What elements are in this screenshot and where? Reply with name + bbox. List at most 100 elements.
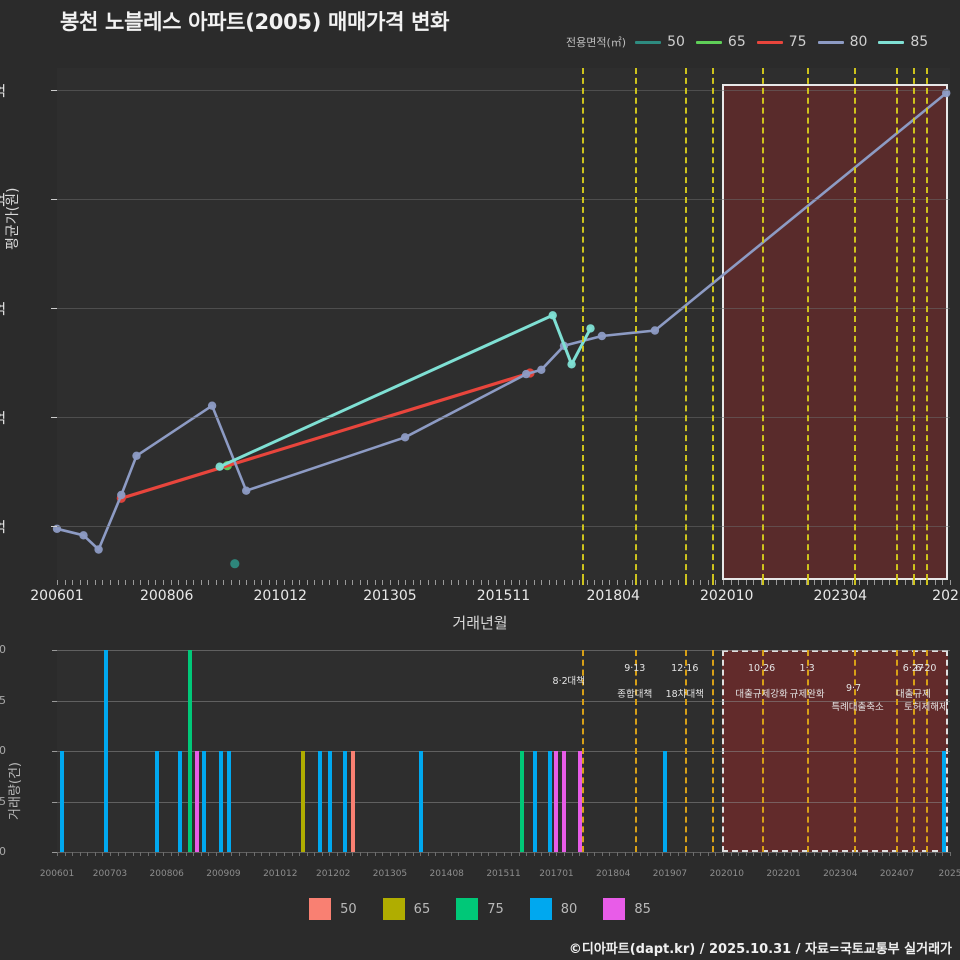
x-minor-tick	[352, 580, 354, 585]
x-tick-label: 201804	[586, 588, 640, 604]
price-point-80[interactable]	[537, 365, 546, 374]
volume-bar[interactable]	[351, 751, 356, 852]
x-minor-tick-volume	[518, 852, 520, 856]
y-tick	[51, 416, 57, 418]
x-minor-tick-volume	[178, 852, 180, 856]
legend-item-80[interactable]: 80	[817, 34, 867, 50]
x-minor-tick	[374, 580, 376, 585]
x-minor-tick-volume	[208, 852, 210, 856]
volume-bar[interactable]	[300, 751, 305, 852]
legend2-item-65[interactable]: 65	[382, 898, 430, 920]
x-minor-tick-volume	[412, 852, 414, 856]
y-tick-label-volume: 0.0	[0, 845, 6, 858]
x-minor-tick-volume	[397, 852, 399, 856]
price-point-80[interactable]	[207, 401, 217, 410]
volume-bar[interactable]	[178, 751, 183, 852]
legend2-item-80[interactable]: 80	[529, 898, 577, 920]
x-minor-tick	[458, 580, 460, 585]
price-point-80[interactable]	[242, 486, 251, 495]
legend-label-65: 65	[727, 34, 746, 50]
volume-bar[interactable]	[202, 751, 207, 852]
policy-name-label: 규제완화	[789, 689, 825, 700]
x-minor-tick-volume	[352, 852, 354, 856]
price-point-80[interactable]	[522, 369, 531, 379]
volume-bar[interactable]	[188, 650, 193, 852]
x-minor-tick	[87, 580, 89, 585]
price-point-85[interactable]	[548, 311, 557, 320]
x-minor-tick	[768, 580, 770, 585]
volume-bar[interactable]	[547, 751, 552, 852]
price-point-80[interactable]	[650, 326, 660, 335]
x-minor-tick-volume	[760, 852, 762, 856]
x-minor-tick	[412, 580, 414, 585]
price-point-80[interactable]	[400, 433, 410, 442]
x-minor-tick	[215, 580, 217, 585]
price-point-80[interactable]	[52, 524, 62, 533]
x-minor-tick	[548, 580, 550, 585]
x-minor-tick	[480, 580, 482, 585]
legend-item-75[interactable]: 75	[756, 34, 807, 50]
x-minor-tick-volume	[844, 852, 846, 856]
legend2-item-50[interactable]: 50	[309, 898, 357, 920]
volume-bar[interactable]	[663, 751, 668, 852]
legend2-swatch-65	[382, 898, 405, 920]
price-point-85[interactable]	[215, 462, 224, 471]
volume-bar[interactable]	[343, 751, 348, 852]
legend-swatch-80	[817, 40, 844, 44]
volume-bar[interactable]	[520, 751, 525, 852]
price-point-80[interactable]	[79, 531, 88, 540]
legend2-item-75[interactable]: 75	[456, 898, 504, 920]
legend-item-85[interactable]: 85	[878, 34, 928, 50]
volume-bar[interactable]	[532, 751, 537, 852]
price-point-80[interactable]	[132, 451, 141, 460]
volume-bar[interactable]	[562, 751, 567, 852]
price-point-80[interactable]	[942, 88, 951, 98]
volume-bar[interactable]	[941, 751, 946, 852]
price-point-80[interactable]	[117, 490, 126, 500]
x-minor-tick	[299, 580, 301, 585]
x-minor-tick	[261, 580, 263, 585]
legend-item-65[interactable]: 65	[695, 34, 746, 50]
policy-date-label: 9·13	[624, 663, 646, 674]
x-minor-tick-volume	[707, 852, 709, 856]
y-tick-volume	[52, 751, 57, 752]
policy-vline-volume	[761, 650, 764, 852]
price-point-85[interactable]	[586, 324, 595, 333]
price-point-80[interactable]	[597, 331, 607, 341]
price-point-50[interactable]	[230, 559, 240, 569]
policy-name-label: 대책	[567, 676, 585, 687]
volume-bar[interactable]	[195, 751, 200, 852]
x-minor-tick-volume	[904, 852, 906, 856]
legend2-item-85[interactable]: 85	[603, 898, 651, 920]
x-minor-tick-volume	[594, 852, 596, 856]
volume-bar[interactable]	[104, 650, 109, 852]
x-tick-label-volume: 201202	[316, 869, 351, 879]
volume-bar[interactable]	[60, 751, 65, 852]
price-point-85[interactable]	[567, 360, 576, 369]
volume-bar[interactable]	[227, 751, 232, 852]
x-minor-tick-volume	[806, 852, 808, 856]
x-minor-tick-volume	[162, 852, 164, 856]
x-minor-tick	[435, 580, 437, 585]
x-minor-tick	[821, 580, 823, 585]
volume-bar[interactable]	[328, 751, 333, 852]
volume-bar[interactable]	[155, 751, 160, 852]
y-tick-label: 6억	[0, 81, 6, 101]
volume-bar[interactable]	[578, 751, 583, 852]
gridline-y	[57, 525, 950, 527]
x-minor-tick	[654, 580, 656, 585]
volume-bar[interactable]	[219, 751, 224, 852]
x-minor-tick	[94, 580, 96, 585]
policy-axis-tick	[684, 576, 687, 585]
x-minor-tick-volume	[442, 852, 444, 856]
legend-item-50[interactable]: 50	[635, 34, 685, 50]
volume-bar[interactable]	[419, 751, 424, 852]
x-minor-tick	[488, 580, 490, 585]
price-point-80[interactable]	[94, 545, 103, 554]
x-minor-tick	[707, 580, 709, 585]
y-tick-volume	[52, 801, 57, 803]
x-minor-tick	[253, 580, 255, 585]
volume-bar[interactable]	[554, 751, 559, 852]
volume-bar[interactable]	[317, 751, 322, 852]
